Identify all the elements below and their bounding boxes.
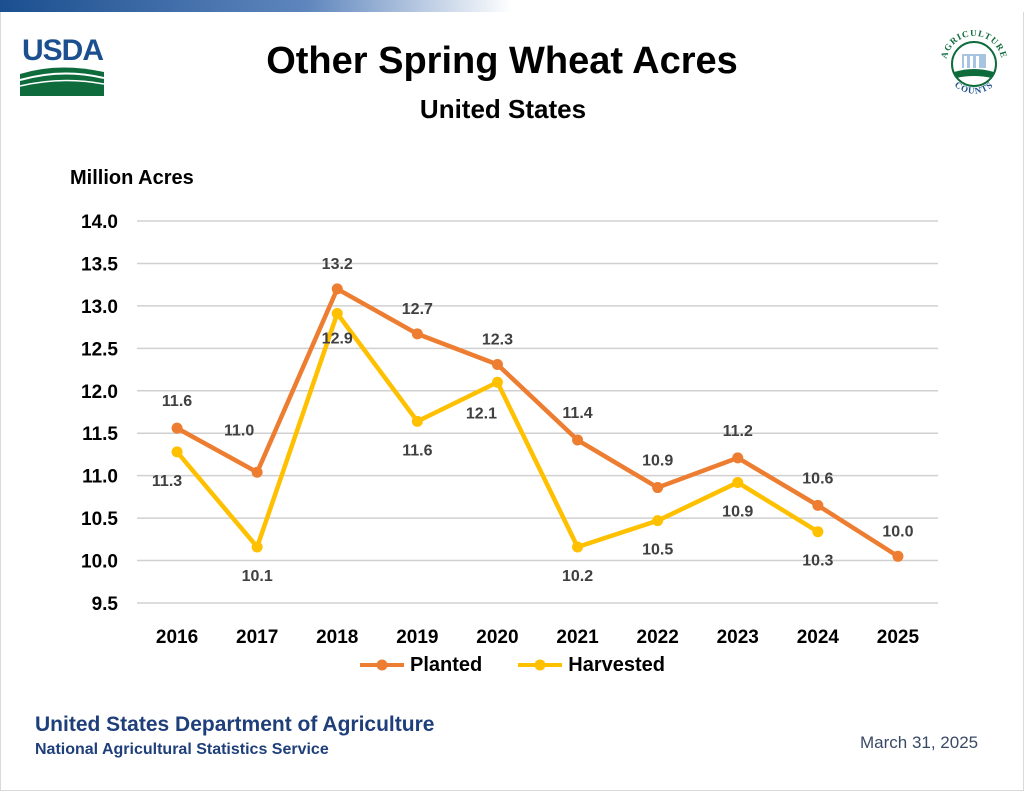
data-point-planted [892,550,904,562]
x-tick-label: 2018 [316,627,358,648]
y-tick-label: 9.5 [92,594,119,615]
footer-agency: National Agricultural Statistics Service [35,741,329,758]
data-label-harvested: 11.6 [402,442,432,459]
data-point-planted [812,499,824,511]
data-label-harvested: 10.9 [722,503,753,520]
chart-subtitle: United States [419,94,587,124]
x-tick-label: 2025 [877,627,920,648]
data-label-planted: 11.4 [562,405,592,422]
legend-label-harvested: Harvested [568,653,665,676]
data-point-harvested [732,476,744,488]
chart-legend: Planted Harvested [360,650,701,680]
data-point-harvested [572,541,584,553]
data-label-planted: 11.0 [224,422,254,439]
data-point-planted [171,422,183,434]
data-point-planted [572,434,584,446]
data-point-planted [331,283,343,295]
top-stripe [0,0,1024,12]
data-label-harvested: 12.9 [322,331,353,348]
y-tick-label: 10.0 [81,552,118,573]
x-tick-label: 2022 [637,627,679,648]
data-label-planted: 12.7 [402,301,433,318]
legend-item-harvested: Harvested [518,654,665,677]
y-tick-label: 12.5 [81,339,118,360]
data-label-planted: 10.9 [642,453,673,470]
data-point-harvested [652,515,664,527]
usda-logo-text: USDA [22,34,104,67]
y-tick-label: 12.0 [81,382,118,403]
data-point-planted [411,328,423,340]
legend-label-planted: Planted [410,653,483,676]
data-point-harvested [411,415,423,427]
x-tick-label: 2021 [556,627,599,648]
agriculture-counts-seal-icon: AGRICULTURE COUNTS [939,28,1009,96]
data-point-harvested [251,541,263,553]
legend-swatch-planted [360,659,404,671]
legend-swatch-harvested [518,659,563,671]
data-point-planted [491,358,503,370]
seal-bottom-text: COUNTS [953,79,994,96]
y-tick-label: 10.5 [81,509,118,530]
data-label-harvested: 12.1 [466,405,497,422]
data-label-harvested: 10.1 [242,568,273,585]
footer-date: March 31, 2025 [860,733,979,752]
x-tick-label: 2017 [236,627,278,648]
usda-logo-icon [18,22,104,96]
data-point-planted [251,466,263,478]
data-point-harvested [812,526,824,538]
x-tick-label: 2019 [396,627,438,648]
svg-text:COUNTS: COUNTS [953,79,995,96]
legend-item-planted: Planted [360,654,482,677]
y-tick-label: 13.5 [81,254,118,275]
chart-title: Other Spring Wheat Acres [266,40,738,82]
footer-organization: United States Department of Agriculture [35,713,435,736]
data-label-planted: 11.2 [723,423,753,440]
data-point-planted [652,482,664,494]
y-tick-label: 14.0 [81,212,118,233]
y-tick-label: 11.5 [82,424,118,445]
data-label-harvested: 10.5 [642,542,673,559]
data-label-planted: 11.6 [162,393,192,410]
data-label-harvested: 10.3 [802,553,833,570]
x-tick-label: 2024 [797,627,840,648]
x-tick-label: 2023 [717,627,759,648]
data-label-harvested: 11.3 [152,473,182,490]
data-label-planted: 12.3 [482,331,513,348]
data-label-planted: 13.2 [322,256,353,273]
data-label-planted: 10.6 [802,470,833,487]
data-label-harvested: 10.2 [562,568,593,585]
data-point-planted [732,452,744,464]
series-line-planted [175,286,900,559]
data-label-planted: 10.0 [882,523,913,540]
data-point-harvested [171,446,183,458]
y-tick-label: 11.0 [82,467,118,488]
x-tick-label: 2016 [156,627,198,648]
x-tick-label: 2020 [476,627,518,648]
data-point-harvested [491,376,503,388]
y-tick-label: 13.0 [81,297,118,318]
y-axis-label: Million Acres [70,167,194,189]
data-point-harvested [331,308,343,320]
